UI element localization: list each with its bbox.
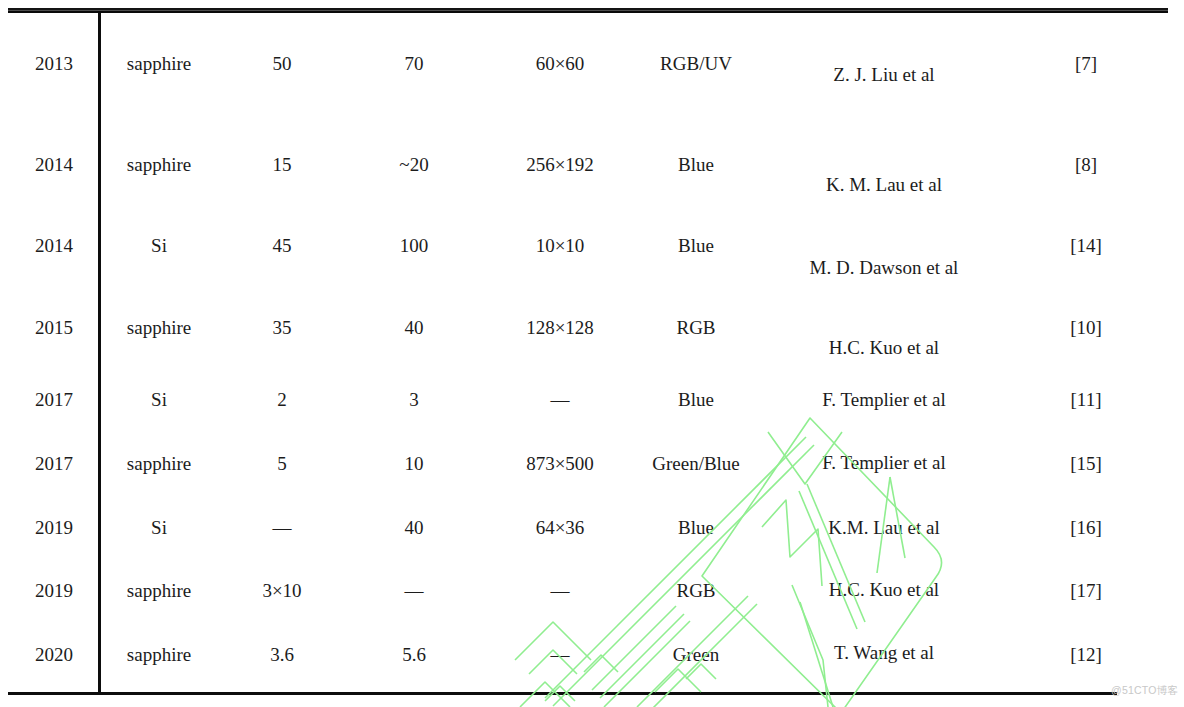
author-cell: H.C. Kuo et al bbox=[829, 338, 939, 357]
year-cell: 2020 bbox=[35, 645, 73, 664]
resolution-cell: 10×10 bbox=[536, 236, 585, 255]
substrate-cell: sapphire bbox=[127, 318, 191, 337]
substrate-cell: Si bbox=[151, 390, 167, 409]
value1-cell: — bbox=[273, 518, 292, 537]
resolution-cell: — bbox=[551, 645, 570, 664]
value2-cell: 40 bbox=[405, 318, 424, 337]
resolution-cell: 128×128 bbox=[526, 318, 594, 337]
value1-cell: 3.6 bbox=[270, 645, 294, 664]
year-cell: 2019 bbox=[35, 518, 73, 537]
value1-cell: 35 bbox=[273, 318, 292, 337]
value2-cell: ~20 bbox=[399, 155, 428, 174]
resolution-cell: 873×500 bbox=[526, 454, 594, 473]
substrate-cell: sapphire bbox=[127, 454, 191, 473]
year-cell: 2017 bbox=[35, 390, 73, 409]
substrate-cell: sapphire bbox=[127, 645, 191, 664]
51cto-watermark-text: @51CTO博客 bbox=[1111, 684, 1178, 698]
document-page: 2013 sapphire 50 70 60×60 RGB/UV Z. J. Liu et … bbox=[0, 0, 1184, 707]
reference-cell: [10] bbox=[1070, 318, 1102, 337]
year-cell: 2017 bbox=[35, 454, 73, 473]
reference-cell: [11] bbox=[1071, 390, 1102, 409]
author-cell: K.M. Lau et al bbox=[828, 518, 939, 537]
reference-cell: [8] bbox=[1075, 155, 1097, 174]
value2-cell: 5.6 bbox=[402, 645, 426, 664]
resolution-cell: — bbox=[551, 581, 570, 600]
color-cell: Green/Blue bbox=[652, 454, 740, 473]
reference-cell: [16] bbox=[1070, 518, 1102, 537]
reference-cell: [17] bbox=[1070, 581, 1102, 600]
value1-cell: 15 bbox=[273, 155, 292, 174]
substrate-cell: sapphire bbox=[127, 155, 191, 174]
author-cell: T. Wang et al bbox=[834, 643, 934, 662]
value1-cell: 45 bbox=[273, 236, 292, 255]
author-cell: Z. J. Liu et al bbox=[833, 65, 934, 84]
resolution-cell: 60×60 bbox=[536, 54, 585, 73]
value2-cell: 70 bbox=[405, 54, 424, 73]
year-cell: 2013 bbox=[35, 54, 73, 73]
value2-cell: 10 bbox=[405, 454, 424, 473]
value1-cell: 2 bbox=[277, 390, 287, 409]
year-cell: 2019 bbox=[35, 581, 73, 600]
value2-cell: — bbox=[405, 581, 424, 600]
author-cell: K. M. Lau et al bbox=[826, 175, 942, 194]
table-vertical-rule bbox=[98, 13, 101, 692]
year-cell: 2014 bbox=[35, 155, 73, 174]
value2-cell: 40 bbox=[405, 518, 424, 537]
value2-cell: 3 bbox=[409, 390, 419, 409]
resolution-cell: 256×192 bbox=[526, 155, 594, 174]
substrate-cell: sapphire bbox=[127, 581, 191, 600]
substrate-cell: sapphire bbox=[127, 54, 191, 73]
reference-cell: [7] bbox=[1075, 54, 1097, 73]
color-cell: RGB bbox=[676, 581, 715, 600]
value1-cell: 5 bbox=[277, 454, 287, 473]
year-cell: 2014 bbox=[35, 236, 73, 255]
table-bottom-rule bbox=[8, 692, 1117, 695]
value1-cell: 50 bbox=[273, 54, 292, 73]
color-cell: RGB bbox=[676, 318, 715, 337]
substrate-cell: Si bbox=[151, 236, 167, 255]
resolution-cell: — bbox=[551, 390, 570, 409]
resolution-cell: 64×36 bbox=[536, 518, 585, 537]
color-cell: Blue bbox=[678, 155, 714, 174]
color-cell: RGB/UV bbox=[660, 54, 732, 73]
watermark-logo bbox=[0, 0, 1184, 707]
author-cell: H.C. Kuo et al bbox=[829, 580, 939, 599]
reference-cell: [14] bbox=[1070, 236, 1102, 255]
reference-cell: [12] bbox=[1070, 645, 1102, 664]
author-cell: M. D. Dawson et al bbox=[810, 258, 959, 277]
color-cell: Blue bbox=[678, 518, 714, 537]
reference-cell: [15] bbox=[1070, 454, 1102, 473]
author-cell: F. Templier et al bbox=[822, 390, 945, 409]
table-top-rule bbox=[8, 8, 1168, 13]
color-cell: Green bbox=[673, 645, 719, 664]
color-cell: Blue bbox=[678, 236, 714, 255]
author-cell: F. Templier et al bbox=[822, 453, 945, 472]
year-cell: 2015 bbox=[35, 318, 73, 337]
value2-cell: 100 bbox=[400, 236, 429, 255]
substrate-cell: Si bbox=[151, 518, 167, 537]
color-cell: Blue bbox=[678, 390, 714, 409]
value1-cell: 3×10 bbox=[262, 581, 301, 600]
